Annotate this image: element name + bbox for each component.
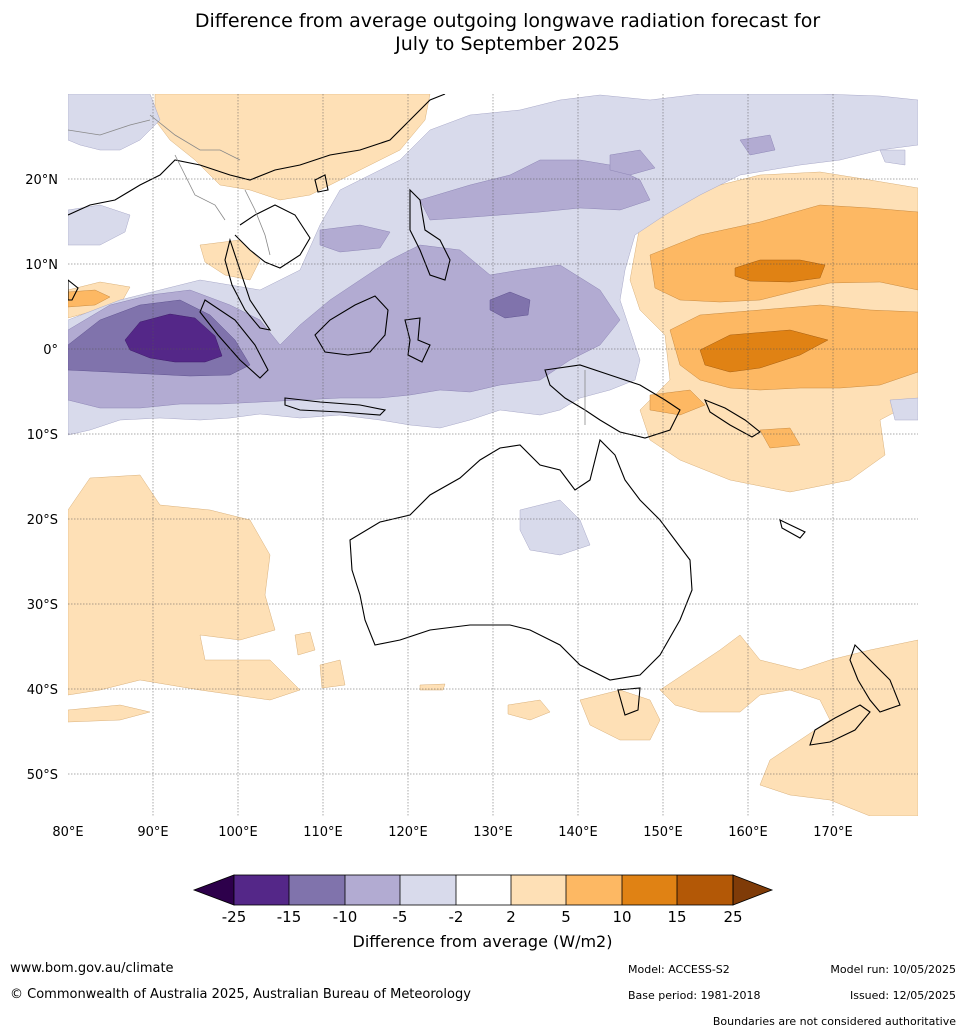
- lon-label-130e: 130°E: [473, 825, 513, 840]
- colorbar-tick-label: -2: [449, 908, 464, 926]
- colorbar-tick-label: -15: [277, 908, 302, 926]
- colorbar-frame: [233, 874, 734, 906]
- base-period-text: Base period: 1981-2018: [628, 989, 761, 1002]
- sumatra-coast: [199, 299, 269, 379]
- lat-label-20n: 20°N: [25, 173, 58, 188]
- lat-label-40s: 40°S: [27, 683, 58, 698]
- colorbar-dividers: [288, 875, 678, 905]
- colorbar-tick-label: -25: [222, 908, 247, 926]
- latitude-labels: 20°N 10°N 0° 10°S 20°S 30°S 40°S 50°S: [25, 173, 58, 783]
- solomon-islands-coast: [703, 399, 761, 438]
- java-coast: [284, 397, 387, 416]
- lon-label-80e: 80°E: [52, 825, 83, 840]
- malay-peninsula-coast: [224, 238, 272, 331]
- colorbar-tick-label: 10: [612, 908, 631, 926]
- lon-label-160e: 160°E: [728, 825, 768, 840]
- colorbar-min-arrow: [192, 874, 235, 906]
- website-link[interactable]: www.bom.gov.au/climate: [10, 961, 174, 976]
- new-guinea-coast: [544, 364, 681, 439]
- colorbar-tick-label: 25: [723, 908, 742, 926]
- model-run-text: Model run: 10/05/2025: [830, 963, 956, 976]
- lat-label-10n: 10°N: [25, 258, 58, 273]
- colorbar: -25 -15 -10 -5 -2 2 5 10 15 25: [192, 874, 774, 926]
- positive-anomaly-10-15: [699, 259, 829, 373]
- taiwan-coast: [314, 174, 329, 193]
- colorbar-swatch-6: [511, 875, 566, 905]
- new-zealand-south-coast: [809, 704, 871, 746]
- issued-text: Issued: 12/05/2025: [849, 989, 956, 1002]
- lat-label-50s: 50°S: [27, 768, 58, 783]
- tasmania-coast: [617, 687, 641, 716]
- colorbar-tick-label: -5: [393, 908, 408, 926]
- colorbar-swatch-8: [622, 875, 677, 905]
- colorbar-tick-label: 15: [667, 908, 686, 926]
- colorbar-swatch-1: [234, 875, 289, 905]
- colorbar-swatch-4: [400, 875, 456, 905]
- philippines-coast: [409, 188, 451, 281]
- colorbar-swatch-3: [345, 875, 400, 905]
- colorbar-tick-label: 2: [506, 908, 516, 926]
- borneo-coast: [314, 295, 389, 356]
- lon-label-90e: 90°E: [137, 825, 168, 840]
- lat-label-20s: 20°S: [27, 513, 58, 528]
- lon-label-110e: 110°E: [303, 825, 343, 840]
- sri-lanka-coast: [68, 279, 79, 301]
- chart-title: Difference from average outgoing longwav…: [0, 10, 965, 56]
- sulawesi-coast: [404, 317, 431, 363]
- colorbar-title: Difference from average (W/m2): [352, 932, 613, 951]
- longitude-labels: 80°E 90°E 100°E 110°E 120°E 130°E 140°E …: [52, 825, 852, 840]
- indochina-coast: [234, 204, 311, 269]
- copyright-text: © Commonwealth of Australia 2025, Austra…: [10, 987, 471, 1002]
- lon-label-170e: 170°E: [813, 825, 853, 840]
- graticule: [68, 94, 918, 816]
- colorbar-swatch-9: [677, 875, 733, 905]
- title-line-2: July to September 2025: [395, 33, 620, 55]
- colorbar-max-arrow: [732, 874, 774, 906]
- title-line-1: Difference from average outgoing longwav…: [194, 10, 821, 32]
- country-borders: [68, 114, 586, 425]
- anomaly-field: [68, 94, 918, 816]
- new-zealand-north-coast: [849, 643, 901, 713]
- lat-label-0: 0°: [43, 343, 58, 358]
- new-caledonia-coast: [779, 518, 806, 539]
- lat-label-30s: 30°S: [27, 598, 58, 613]
- australia-coast: [349, 438, 693, 681]
- model-text: Model: ACCESS-S2: [628, 963, 730, 976]
- negative-anomaly-15-25: [124, 313, 223, 363]
- lon-label-150e: 150°E: [643, 825, 683, 840]
- colorbar-swatch-7: [566, 875, 622, 905]
- lon-label-120e: 120°E: [388, 825, 428, 840]
- colorbar-swatch-2: [289, 875, 345, 905]
- lon-label-140e: 140°E: [558, 825, 598, 840]
- coastlines: [68, 94, 901, 746]
- lon-label-100e: 100°E: [218, 825, 258, 840]
- colorbar-tick-label: 5: [561, 908, 571, 926]
- asia-coast: [68, 94, 446, 216]
- colorbar-swatch-5: [456, 875, 511, 905]
- colorbar-tick-label: -10: [333, 908, 358, 926]
- lat-label-10s: 10°S: [27, 428, 58, 443]
- disclaimer-text: Boundaries are not considered authoritat…: [712, 1015, 956, 1028]
